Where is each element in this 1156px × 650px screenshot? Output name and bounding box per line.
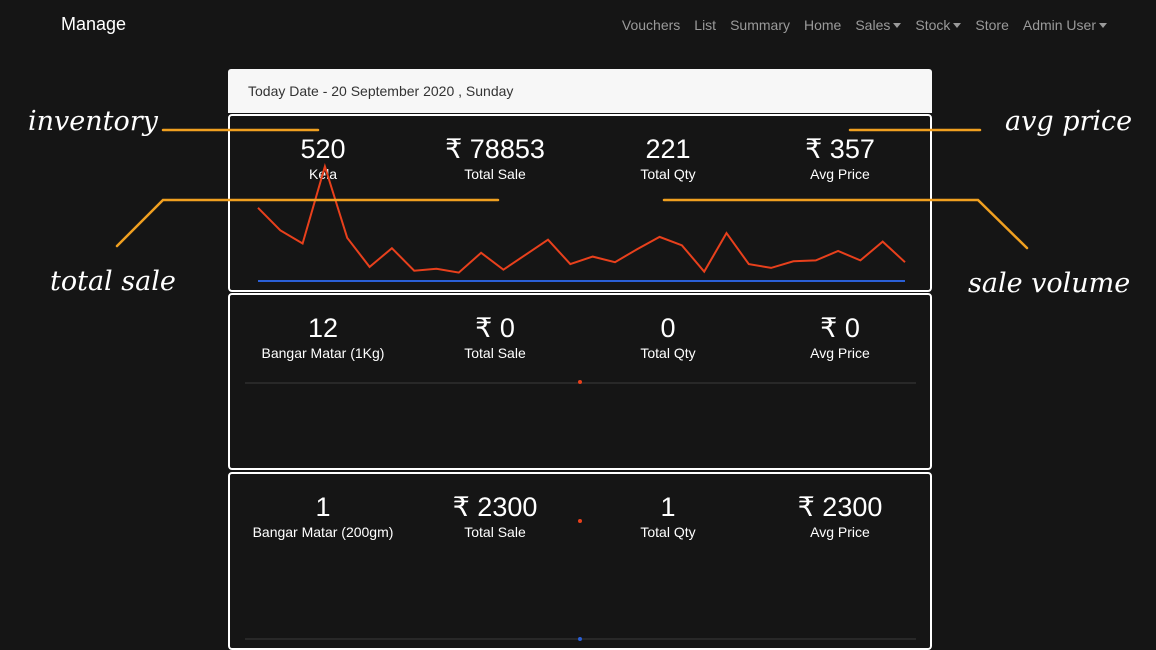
nav-vouchers[interactable]: Vouchers (621, 17, 681, 33)
caret-down-icon (953, 23, 962, 28)
total-qty-label: Total Qty (640, 345, 696, 361)
sales-trend-chart (245, 519, 916, 641)
total-qty-value: 0 (660, 313, 676, 343)
product-name: Bangar Matar (1Kg) (261, 345, 385, 361)
avg-price-stat: ₹ 357 Avg Price (755, 134, 925, 183)
product-card-kela[interactable]: 520 Kela ₹ 78853 Total Sale 221 Total Qt… (228, 114, 932, 292)
total-sale-label: Total Sale (464, 524, 526, 540)
nav-sales-dropdown[interactable]: Sales (855, 17, 902, 33)
avg-price-label: Avg Price (810, 345, 870, 361)
nav-store[interactable]: Store (975, 17, 1009, 33)
product-name: Bangar Matar (200gm) (252, 524, 394, 540)
total-qty-label: Total Qty (640, 166, 696, 182)
inventory-value: 520 (300, 134, 346, 164)
annotation-total-sale: total sale (50, 266, 176, 297)
nav-menu: Vouchers List Summary Home Sales Stock S… (608, 17, 1107, 33)
annotation-avg-price: avg price (1005, 106, 1133, 137)
data-point-1 (578, 637, 582, 641)
sales-trend-chart (257, 163, 906, 282)
product-card-bangar-matar-1kg[interactable]: 12 Bangar Matar (1Kg) ₹ 0 Total Sale 0 T… (228, 293, 932, 470)
series-line-0 (257, 163, 906, 274)
total-sale-stat: ₹ 0 Total Sale (410, 313, 580, 362)
avg-price-label: Avg Price (810, 166, 870, 182)
navbar: Manage Vouchers List Summary Home Sales … (0, 0, 1156, 52)
caret-down-icon (893, 23, 902, 28)
avg-price-value: ₹ 0 (820, 313, 860, 343)
total-qty-stat: 221 Total Qty (583, 134, 753, 183)
avg-price-stat: ₹ 2300 Avg Price (755, 492, 925, 541)
sales-trend-chart (245, 380, 916, 384)
total-sale-value: ₹ 0 (475, 313, 515, 343)
total-sale-value: ₹ 78853 (445, 134, 545, 164)
total-qty-value: 1 (660, 492, 676, 522)
nav-home[interactable]: Home (803, 17, 842, 33)
total-sale-label: Total Sale (464, 345, 526, 361)
avg-price-label: Avg Price (810, 524, 870, 540)
nav-summary[interactable]: Summary (730, 17, 790, 33)
avg-price-value: ₹ 2300 (797, 492, 883, 522)
avg-price-value: ₹ 357 (805, 134, 875, 164)
inventory-stat: 1 Bangar Matar (200gm) (238, 492, 408, 541)
annotation-inventory: inventory (28, 106, 158, 137)
nav-list[interactable]: List (694, 17, 717, 33)
annotation-sale-volume: sale volume (968, 268, 1131, 299)
inventory-value: 12 (307, 313, 339, 343)
brand-title[interactable]: Manage (61, 14, 127, 34)
product-card-bangar-matar-200gm[interactable]: 1 Bangar Matar (200gm) ₹ 2300 Total Sale… (228, 472, 932, 650)
total-sale-stat: ₹ 2300 Total Sale (410, 492, 580, 541)
inventory-stat: 12 Bangar Matar (1Kg) (238, 313, 408, 362)
total-qty-stat: 0 Total Qty (583, 313, 753, 362)
total-qty-label: Total Qty (640, 524, 696, 540)
avg-price-stat: ₹ 0 Avg Price (755, 313, 925, 362)
nav-admin-user-dropdown[interactable]: Admin User (1023, 17, 1107, 33)
total-sale-stat: ₹ 78853 Total Sale (410, 134, 580, 183)
total-sale-label: Total Sale (464, 166, 526, 182)
data-point-0 (578, 380, 582, 384)
nav-stock-dropdown[interactable]: Stock (915, 17, 962, 33)
date-header: Today Date - 20 September 2020 , Sunday (228, 69, 932, 113)
total-qty-value: 221 (645, 134, 691, 164)
data-point-0 (578, 519, 582, 523)
inventory-value: 1 (315, 492, 331, 522)
total-qty-stat: 1 Total Qty (583, 492, 753, 541)
total-sale-value: ₹ 2300 (452, 492, 538, 522)
caret-down-icon (1099, 23, 1107, 28)
